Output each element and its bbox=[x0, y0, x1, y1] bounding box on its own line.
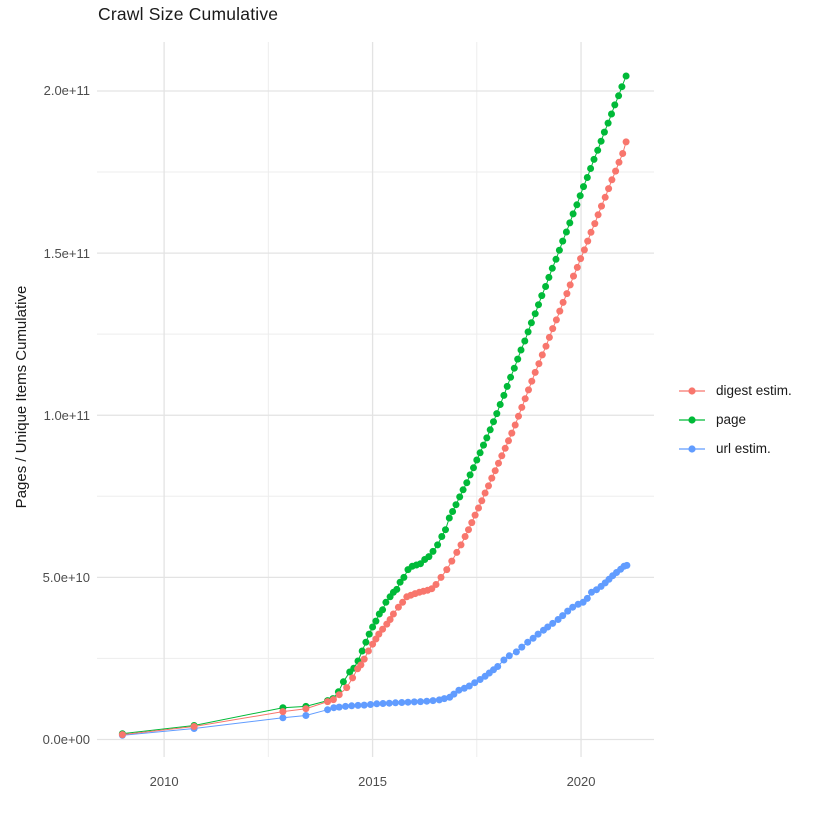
x-tick-label: 2015 bbox=[358, 774, 388, 789]
series-url-estim bbox=[118, 561, 631, 739]
legend-label: url estim. bbox=[716, 441, 771, 456]
series-line-url-estim bbox=[122, 564, 628, 736]
y-tick-label: 5.0e+10 bbox=[42, 569, 90, 585]
series-line-page bbox=[122, 75, 627, 735]
y-tick-label: 1.0e+11 bbox=[43, 407, 90, 423]
chart-title: Crawl Size Cumulative bbox=[98, 4, 279, 24]
gridlines-major bbox=[97, 42, 654, 757]
legend-item: digest estim. bbox=[678, 376, 792, 405]
legend-key-icon bbox=[679, 444, 705, 453]
legend-label: page bbox=[716, 412, 747, 427]
y-tick-label: 0.0e+00 bbox=[42, 731, 90, 747]
x-tick-label: 2020 bbox=[566, 774, 596, 789]
series-digest-estim bbox=[118, 138, 630, 739]
legend-label: digest estim. bbox=[716, 383, 792, 398]
legend-key-icon bbox=[679, 415, 705, 424]
legend-item: url estim. bbox=[678, 434, 792, 463]
x-tick-label: 2010 bbox=[149, 774, 179, 789]
legend: digest estim. page url estim. bbox=[678, 376, 792, 463]
gridlines-minor bbox=[97, 42, 654, 757]
legend-item: page bbox=[678, 405, 792, 434]
legend-key-icon bbox=[679, 386, 705, 395]
y-tick-label: 2.0e+11 bbox=[43, 83, 90, 99]
y-tick-label: 1.5e+11 bbox=[43, 245, 90, 261]
